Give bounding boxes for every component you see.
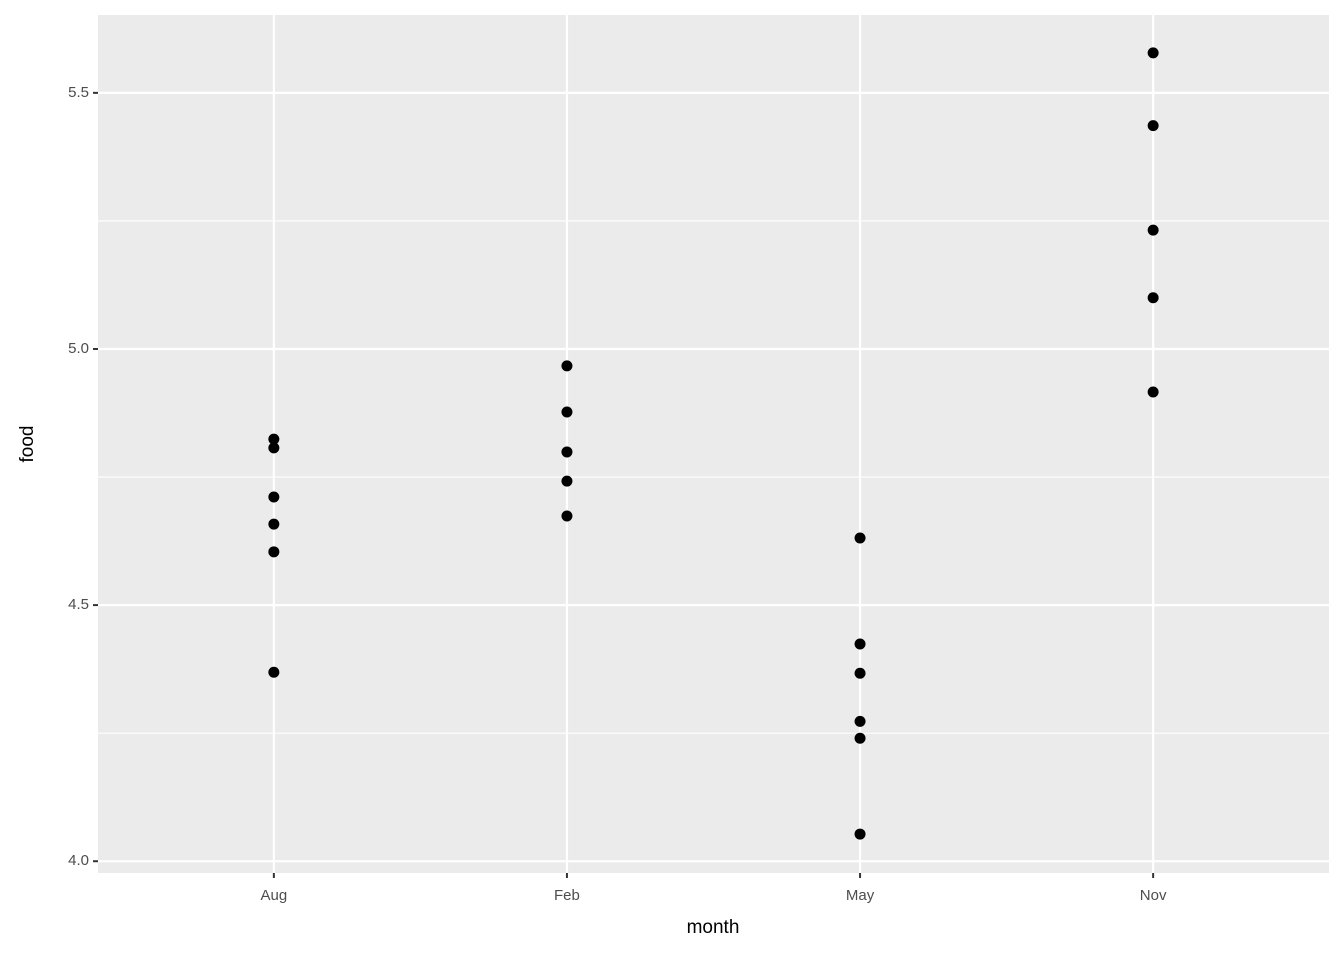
x-tick-label: Aug: [261, 887, 288, 904]
point: [268, 442, 280, 454]
point: [561, 406, 573, 418]
point: [268, 518, 280, 530]
point: [268, 433, 280, 445]
point: [561, 475, 573, 487]
y-axis-title: food: [17, 426, 38, 463]
point: [268, 491, 280, 503]
x-tick-label: Feb: [554, 887, 580, 904]
point: [854, 828, 866, 840]
x-tick-label: May: [846, 887, 875, 904]
point: [854, 732, 866, 744]
y-tick-label: 5.0: [68, 340, 89, 357]
x-tick-label: Nov: [1140, 887, 1167, 904]
point: [854, 667, 866, 679]
point: [561, 510, 573, 522]
point: [1147, 224, 1159, 236]
point: [1147, 47, 1159, 59]
point: [854, 638, 866, 650]
point: [1147, 120, 1159, 132]
point: [1147, 386, 1159, 398]
point: [268, 546, 280, 558]
point: [854, 715, 866, 727]
y-tick-label: 4.0: [68, 852, 89, 869]
point: [854, 532, 866, 544]
point: [268, 666, 280, 678]
point: [561, 360, 573, 372]
x-axis-title: month: [687, 917, 740, 938]
panel: [98, 15, 1329, 873]
point: [1147, 292, 1159, 304]
y-tick-label: 4.5: [68, 596, 89, 613]
point: [561, 446, 573, 458]
y-tick-label: 5.5: [68, 84, 89, 101]
